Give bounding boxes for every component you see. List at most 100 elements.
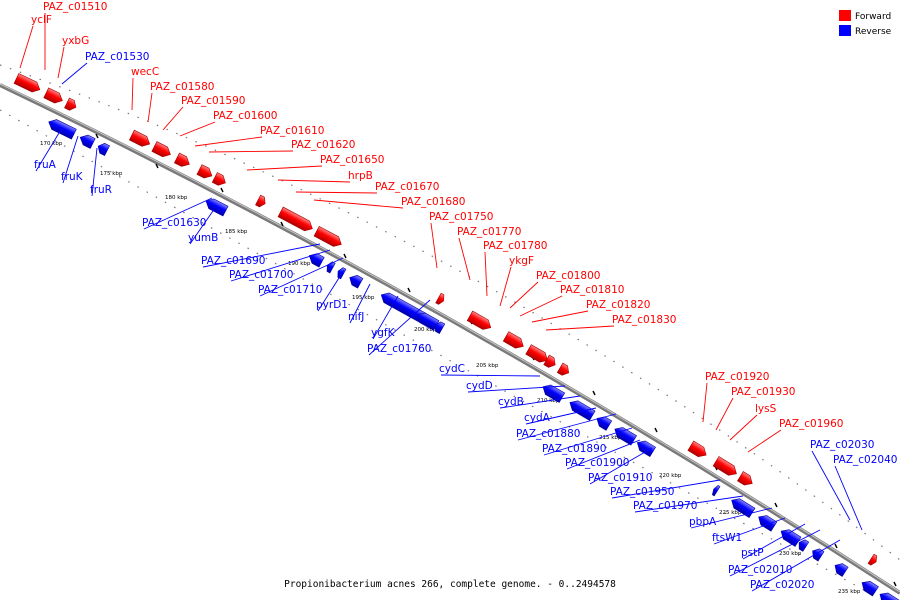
- gene-label-paz-c01830[interactable]: PAZ_c01830: [612, 314, 676, 326]
- reverse-gene-arrow[interactable]: [46, 117, 77, 140]
- reverse-gene-arrow[interactable]: [96, 141, 110, 157]
- gene-label-frur[interactable]: fruR: [90, 184, 112, 196]
- gene-label-paz-c01880[interactable]: PAZ_c01880: [516, 428, 580, 440]
- gene-label-hrpb[interactable]: hrpB: [348, 170, 373, 182]
- forward-gene-arrow[interactable]: [712, 456, 739, 479]
- forward-gene-arrow[interactable]: [556, 362, 571, 378]
- leader-line: [566, 439, 641, 470]
- gene-label-paz-c02020[interactable]: PAZ_c02020: [750, 579, 814, 591]
- gene-label-yxbg[interactable]: yxbG: [62, 35, 89, 47]
- reverse-gene-arrow[interactable]: [859, 578, 879, 597]
- gene-arrow-shape: [758, 515, 778, 532]
- gene-label-paz-c01590[interactable]: PAZ_c01590: [181, 95, 245, 107]
- forward-gene-arrow[interactable]: [196, 164, 214, 181]
- gene-label-cyda[interactable]: cydA: [524, 412, 551, 424]
- reverse-gene-arrow[interactable]: [594, 414, 613, 431]
- reverse-gene-arrow[interactable]: [711, 484, 721, 497]
- gene-label-paz-c01760[interactable]: PAZ_c01760: [367, 343, 431, 355]
- gene-label-paz-c01680[interactable]: PAZ_c01680: [401, 196, 465, 208]
- gene-label-paz-c01900[interactable]: PAZ_c01900: [565, 457, 629, 469]
- reverse-gene-arrow[interactable]: [877, 590, 900, 600]
- forward-gene-arrow[interactable]: [128, 129, 152, 149]
- gene-label-pbpa[interactable]: pbpA: [689, 516, 717, 528]
- forward-gene-arrow[interactable]: [435, 292, 447, 306]
- gene-label-pyrd1[interactable]: pyrD1: [316, 299, 348, 311]
- reverse-gene-arrow[interactable]: [796, 538, 810, 552]
- gene-label-paz-c01690[interactable]: PAZ_c01690: [201, 255, 265, 267]
- gene-label-paz-c02040[interactable]: PAZ_c02040: [833, 454, 897, 466]
- gene-label-ftsw1[interactable]: ftsW1: [712, 532, 742, 544]
- gene-label-cydc[interactable]: cydC: [439, 363, 465, 375]
- gene-label-lyss[interactable]: lysS: [755, 403, 777, 415]
- gene-label-paz-c01930[interactable]: PAZ_c01930: [731, 386, 795, 398]
- forward-gene-arrow[interactable]: [525, 344, 551, 366]
- forward-gene-arrow[interactable]: [867, 553, 879, 566]
- gene-label-paz-c01750[interactable]: PAZ_c01750: [429, 211, 493, 223]
- gene-label-paz-c01610[interactable]: PAZ_c01610: [260, 125, 324, 137]
- forward-gene-arrow[interactable]: [543, 354, 558, 370]
- reverse-gene-arrow[interactable]: [810, 546, 825, 562]
- gene-label-paz-c02030[interactable]: PAZ_c02030: [810, 439, 874, 451]
- reverse-gene-arrow[interactable]: [729, 496, 756, 518]
- gene-label-paz-c01920[interactable]: PAZ_c01920: [705, 371, 769, 383]
- gene-label-nifj[interactable]: nifJ: [348, 311, 364, 323]
- reverse-gene-arrow[interactable]: [540, 382, 566, 403]
- forward-gene-arrow[interactable]: [151, 141, 173, 160]
- reverse-gene-arrow[interactable]: [832, 561, 849, 577]
- gene-label-cydd[interactable]: cydD: [466, 380, 493, 392]
- gene-label-paz-c01800[interactable]: PAZ_c01800: [536, 270, 600, 282]
- tick-label: 205 kbp: [476, 363, 499, 369]
- reverse-gene-arrow[interactable]: [432, 320, 446, 335]
- forward-gene-arrow[interactable]: [502, 331, 526, 351]
- gene-label-ykgf[interactable]: ykgF: [509, 255, 534, 267]
- gene-label-paz-c02010[interactable]: PAZ_c02010: [728, 564, 792, 576]
- gene-label-paz-c01630[interactable]: PAZ_c01630: [142, 217, 206, 229]
- gene-label-paz-c01670[interactable]: PAZ_c01670: [375, 181, 439, 193]
- gene-label-fruk[interactable]: fruK: [61, 171, 84, 183]
- gene-label-paz-c01910[interactable]: PAZ_c01910: [588, 472, 652, 484]
- forward-gene-arrow[interactable]: [737, 471, 755, 489]
- reverse-gene-arrow[interactable]: [347, 273, 364, 289]
- forward-gene-arrow[interactable]: [255, 194, 267, 208]
- forward-gene-arrow[interactable]: [174, 152, 191, 169]
- gene-label-paz-c01970[interactable]: PAZ_c01970: [633, 500, 697, 512]
- reverse-gene-arrow[interactable]: [414, 310, 440, 331]
- reverse-gene-arrow[interactable]: [335, 266, 347, 280]
- reverse-gene-arrow[interactable]: [307, 251, 325, 268]
- gene-arrow-shape: [879, 592, 900, 600]
- gene-label-paz-c01530[interactable]: PAZ_c01530: [85, 51, 149, 63]
- gene-label-paz-c01580[interactable]: PAZ_c01580: [150, 81, 214, 93]
- gene-label-paz-c01780[interactable]: PAZ_c01780: [483, 240, 547, 252]
- gene-label-paz-c01510[interactable]: PAZ_c01510: [43, 1, 107, 13]
- gene-label-yumb[interactable]: yumB: [188, 232, 218, 244]
- gene-label-ygfk[interactable]: ygfK: [371, 327, 396, 339]
- gene-label-frua[interactable]: fruA: [34, 159, 57, 171]
- forward-gene-arrow[interactable]: [13, 73, 42, 94]
- gene-label-yclf[interactable]: yclF: [31, 14, 52, 26]
- gene-label-paz-c01600[interactable]: PAZ_c01600: [213, 110, 277, 122]
- gene-label-wecc[interactable]: wecC: [131, 66, 159, 78]
- reverse-gene-arrow[interactable]: [634, 438, 656, 458]
- forward-gene-arrow[interactable]: [64, 97, 78, 112]
- gene-label-paz-c01710[interactable]: PAZ_c01710: [258, 284, 322, 296]
- gene-label-paz-c01950[interactable]: PAZ_c01950: [610, 486, 674, 498]
- gene-label-paz-c01960[interactable]: PAZ_c01960: [779, 418, 843, 430]
- gene-label-paz-c01810[interactable]: PAZ_c01810: [560, 284, 624, 296]
- gene-label-paz-c01700[interactable]: PAZ_c01700: [229, 269, 293, 281]
- gene-label-pstp[interactable]: pstP: [741, 547, 764, 559]
- reverse-gene-arrow[interactable]: [203, 196, 229, 217]
- gene-label-paz-c01620[interactable]: PAZ_c01620: [291, 139, 355, 151]
- forward-gene-arrow[interactable]: [211, 172, 228, 188]
- forward-gene-arrow[interactable]: [466, 310, 493, 332]
- forward-gene-arrow[interactable]: [687, 440, 709, 460]
- gene-label-paz-c01650[interactable]: PAZ_c01650: [320, 154, 384, 166]
- reverse-gene-arrow[interactable]: [78, 132, 96, 149]
- gene-label-paz-c01770[interactable]: PAZ_c01770: [457, 226, 521, 238]
- gene-label-paz-c01890[interactable]: PAZ_c01890: [542, 443, 606, 455]
- gene-label-paz-c01820[interactable]: PAZ_c01820: [586, 299, 650, 311]
- forward-gene-arrow[interactable]: [43, 87, 65, 106]
- reverse-gene-arrow[interactable]: [756, 512, 778, 532]
- gene-label-cydb[interactable]: cydB: [498, 396, 524, 408]
- forward-gene-arrow[interactable]: [313, 225, 344, 249]
- forward-gene-arrow[interactable]: [277, 206, 315, 234]
